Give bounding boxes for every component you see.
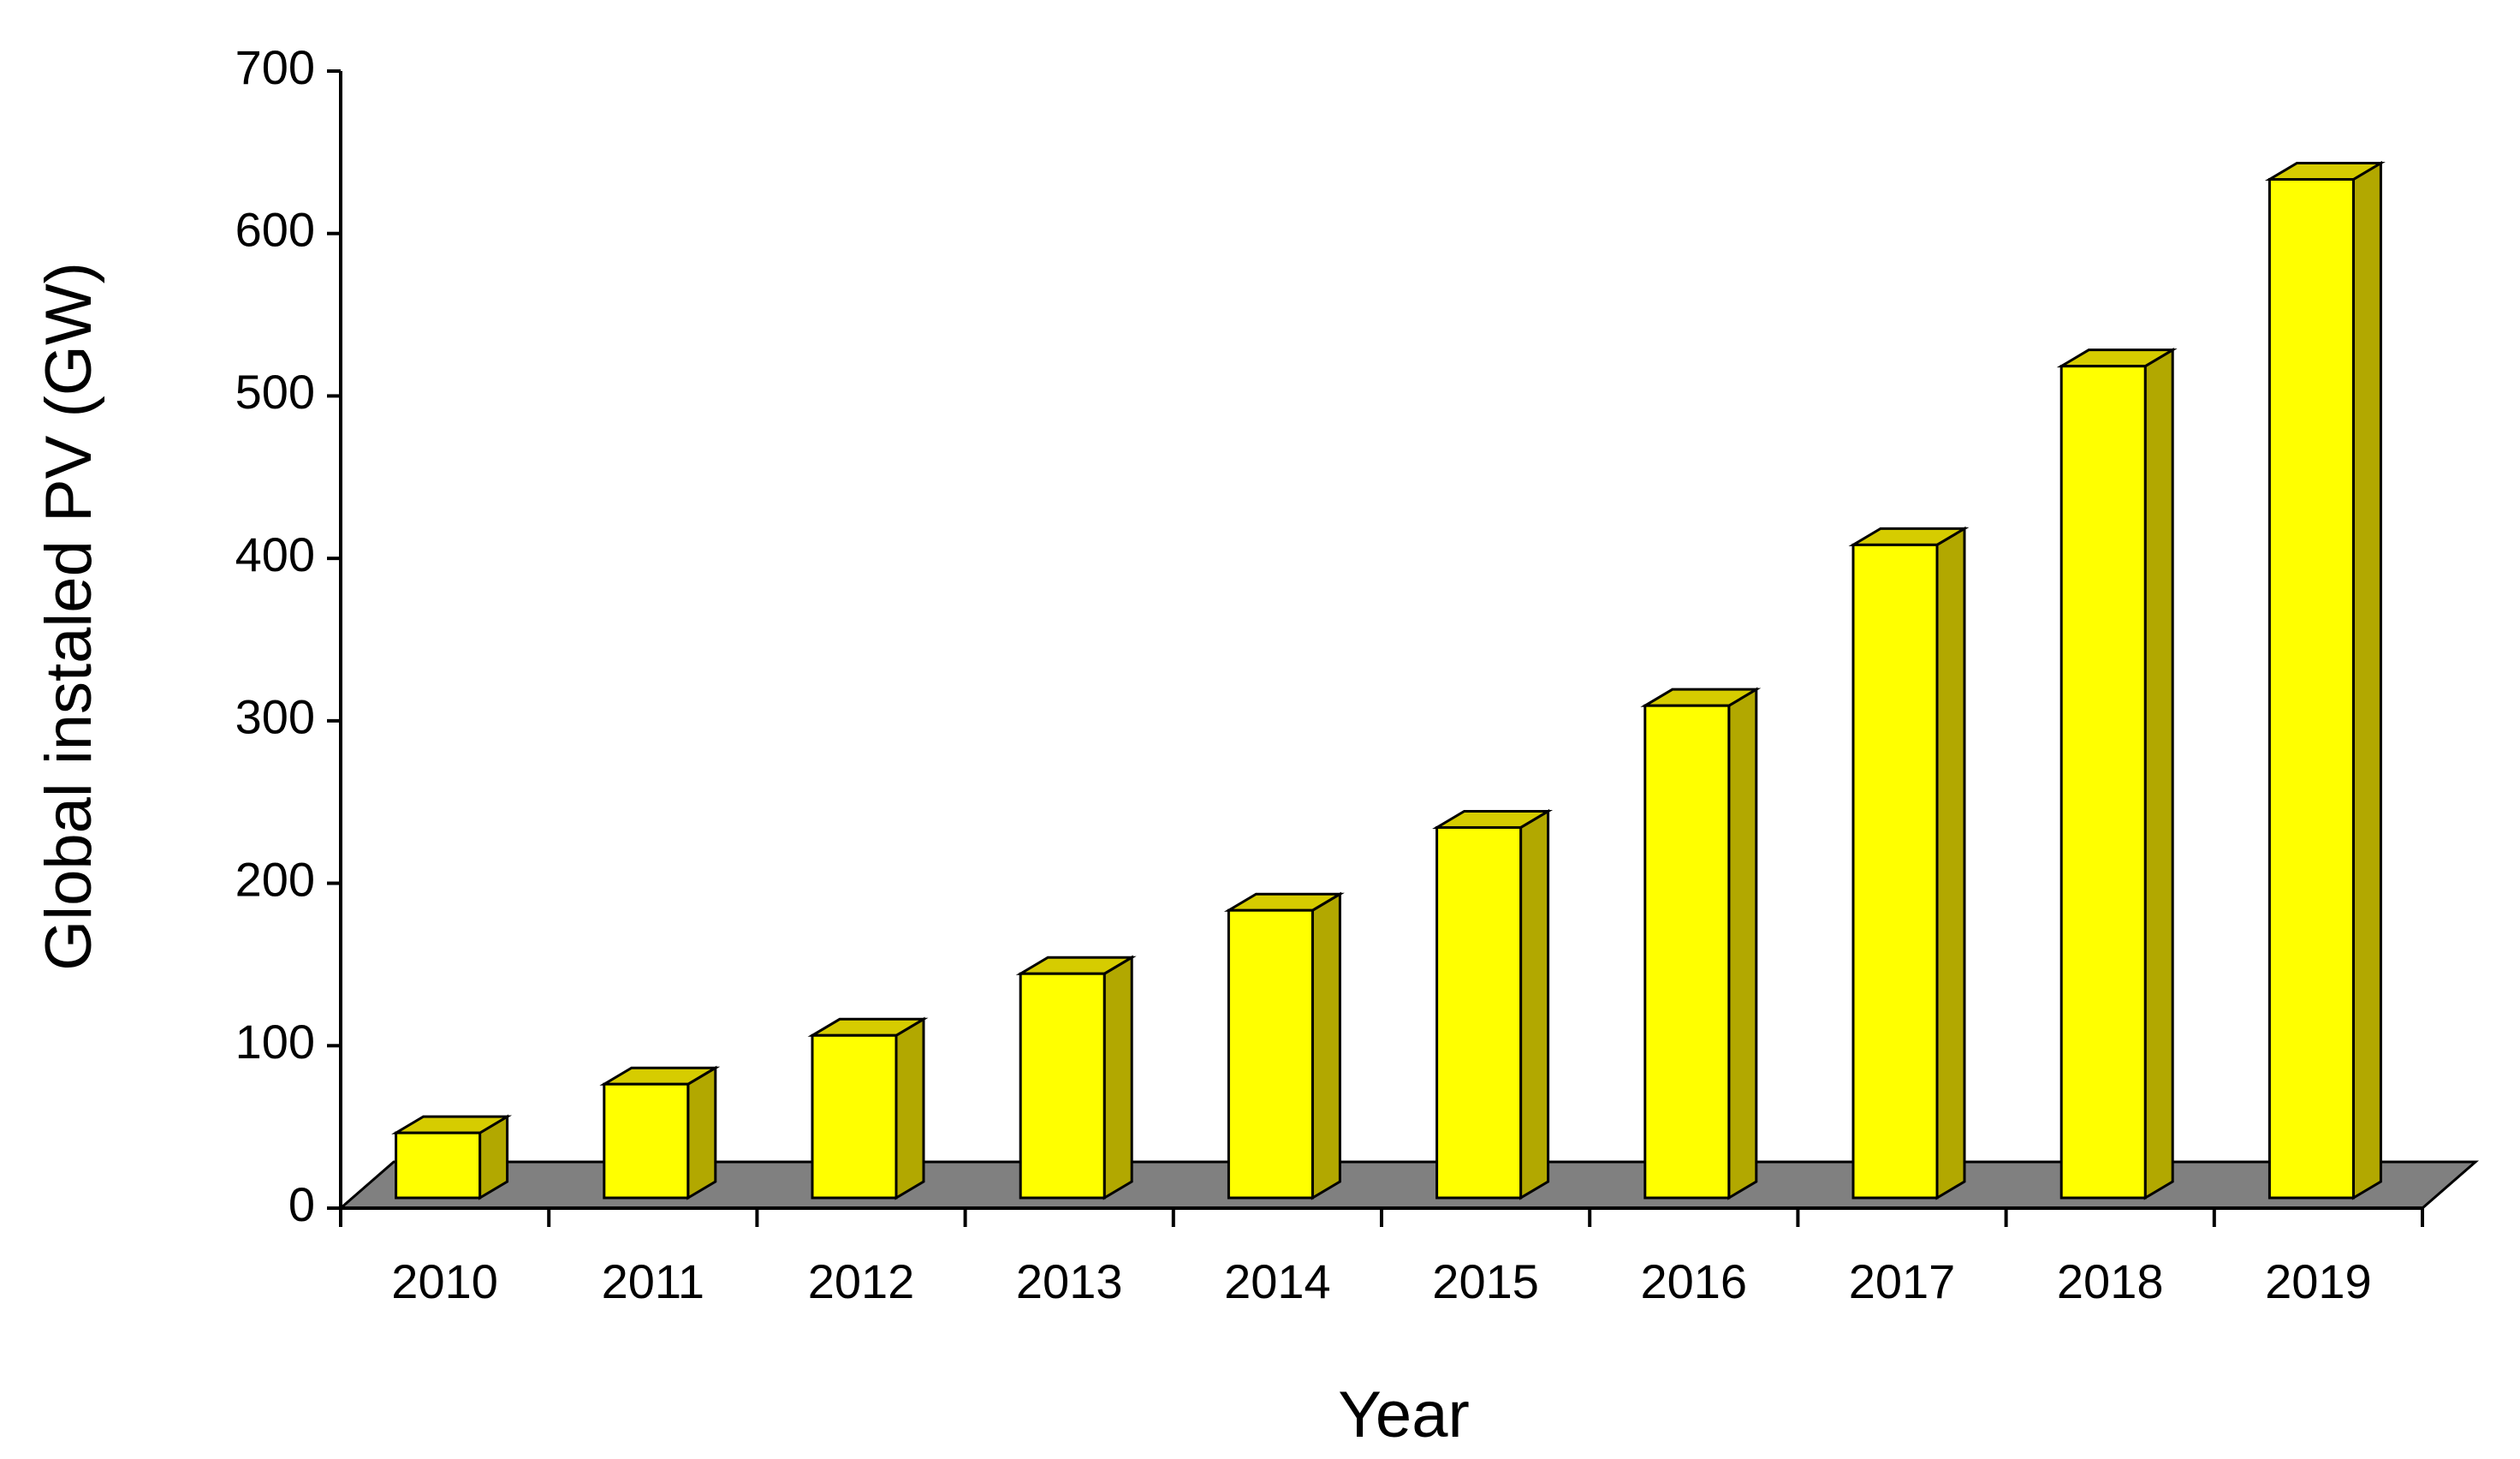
x-tick-label: 2013 (1016, 1254, 1123, 1308)
bar (603, 1082, 690, 1200)
bar-side (2351, 160, 2382, 1200)
y-tick-label: 700 (235, 40, 315, 94)
bar-side (1727, 687, 1758, 1200)
bar (1019, 972, 1106, 1200)
bar (1227, 908, 1314, 1200)
bar (1851, 543, 1939, 1200)
y-axis-title: Global instaled PV (GW) (33, 262, 105, 971)
y-tick-label: 100 (235, 1015, 315, 1069)
y-tick-label: 500 (235, 365, 315, 419)
bar (811, 1033, 898, 1200)
bar (2059, 365, 2147, 1200)
x-tick-label: 2014 (1224, 1254, 1331, 1308)
bar-side (1519, 808, 1550, 1200)
bar (1643, 704, 1731, 1200)
bar (395, 1131, 482, 1200)
bar-side (686, 1065, 717, 1200)
y-tick-label: 300 (235, 690, 315, 744)
bar (1435, 825, 1523, 1200)
x-tick-label: 2012 (808, 1254, 915, 1308)
y-tick-label: 200 (235, 852, 315, 906)
x-tick-label: 2010 (391, 1254, 498, 1308)
x-tick-label: 2019 (2265, 1254, 2372, 1308)
bar-side (2143, 348, 2174, 1200)
y-tick-label: 0 (288, 1177, 315, 1231)
x-axis-title: Year (1338, 1379, 1470, 1451)
x-tick-label: 2011 (602, 1254, 704, 1308)
x-tick-label: 2017 (1849, 1254, 1956, 1308)
bar-side (1311, 891, 1341, 1200)
bar-side (1935, 526, 1966, 1200)
bar-side (894, 1016, 925, 1200)
y-tick-label: 600 (235, 203, 315, 257)
x-tick-label: 2016 (1641, 1254, 1748, 1308)
bar (2267, 177, 2355, 1200)
bar-side (1102, 955, 1133, 1200)
y-tick-label: 400 (235, 527, 315, 581)
x-tick-label: 2015 (1432, 1254, 1539, 1308)
x-tick-label: 2018 (2057, 1254, 2164, 1308)
